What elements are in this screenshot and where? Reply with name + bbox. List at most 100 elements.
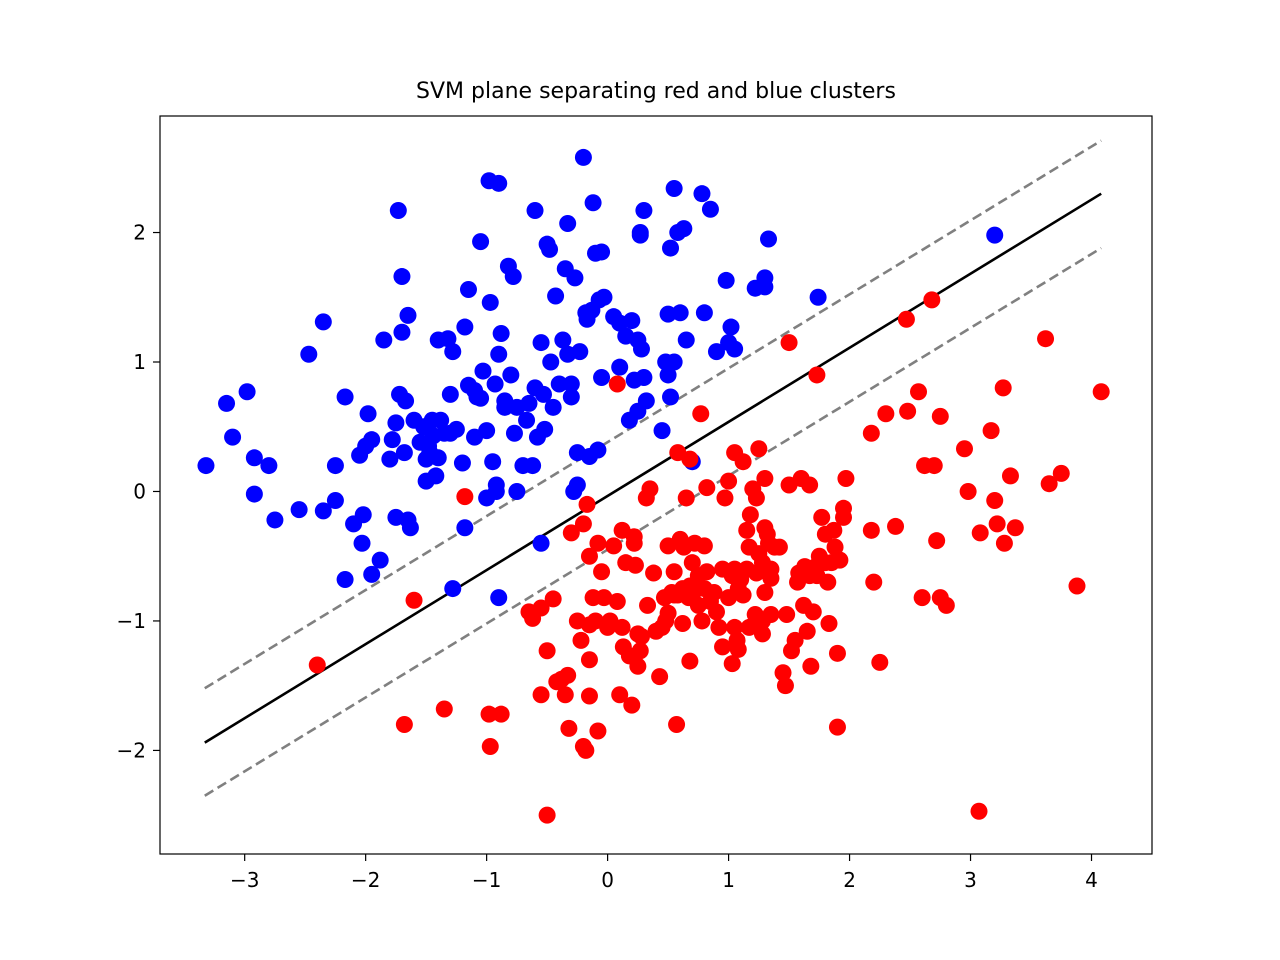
blue-point [662,388,680,406]
y-tick-label: −1 [117,609,146,633]
red-point [641,480,659,498]
x-tick-label: 2 [843,868,856,892]
red-point [740,618,758,636]
red-point [923,291,941,309]
red-point [831,551,849,569]
red-point [826,538,844,556]
blue-point [353,534,371,552]
red-point [986,492,1004,510]
y-tick-label: 0 [133,479,146,503]
blue-point [547,287,565,305]
blue-point [389,202,407,220]
blue-point [383,431,401,449]
red-point [544,590,562,608]
red-point [613,618,631,636]
blue-point [393,323,411,341]
blue-point [432,411,450,429]
red-point [780,334,798,352]
red-point [720,472,738,490]
blue-point [677,331,695,349]
red-point [723,655,741,673]
red-point [532,599,550,617]
red-point [538,642,556,660]
blue-point [508,482,526,500]
red-point [623,696,641,714]
red-point [681,652,699,670]
blue-point [336,388,354,406]
red-point [674,615,692,633]
blue-point [326,492,344,510]
red-point [994,379,1012,397]
blue-point [726,340,744,358]
red-point [645,564,663,582]
blue-point [665,180,683,198]
blue-point [492,325,510,343]
red-point [931,407,949,425]
red-point [559,666,577,684]
blue-point [399,306,417,324]
red-point [738,521,756,539]
y-tick-label: 2 [133,221,146,245]
red-point [629,657,647,675]
chart-title: SVM plane separating red and blue cluste… [416,79,896,104]
blue-point [245,485,263,503]
blue-point [224,428,242,446]
red-point [835,499,853,517]
red-point [651,668,669,686]
red-point [589,534,607,552]
red-point [481,738,499,756]
red-point [572,631,590,649]
red-point [837,470,855,488]
blue-point [429,449,447,467]
x-tick-label: −1 [472,868,501,892]
red-point [405,591,423,609]
red-point [1006,519,1024,537]
blue-point [584,194,602,212]
red-point [753,625,771,643]
blue-point [441,385,459,403]
blue-point [559,214,577,232]
red-point [631,642,649,660]
blue-point [300,345,318,363]
blue-point [472,233,490,251]
red-point [808,366,826,384]
y-axis-ticks: −2 −1 0 1 2 [117,221,160,762]
red-point [683,554,701,572]
blue-point [518,411,536,429]
x-tick-label: 4 [1085,868,1098,892]
red-point [1040,475,1058,493]
red-point [959,482,977,500]
red-point [593,563,611,581]
blue-point [336,571,354,589]
blue-point [447,420,465,438]
blue-point [693,185,711,203]
red-point [865,573,883,591]
y-tick-label: 1 [133,350,146,374]
blue-point [611,358,629,376]
red-point [897,310,915,328]
red-point [608,375,626,393]
red-point [492,705,510,723]
red-point [862,521,880,539]
blue-point [260,457,278,475]
red-point [716,489,734,507]
blue-point [701,200,719,218]
blue-point [474,362,492,380]
red-point [605,537,623,555]
red-point [913,589,931,607]
red-point [750,440,768,458]
blue-point [760,230,778,248]
x-tick-label: 0 [601,868,614,892]
red-point [608,593,626,611]
blue-point [722,318,740,336]
red-point [693,612,711,630]
blue-point [444,343,462,361]
blue-point [453,454,471,472]
blue-point [707,343,725,361]
red-point [560,719,578,737]
blue-point [472,389,490,407]
blue-point [532,334,550,352]
x-tick-label: 3 [964,868,977,892]
